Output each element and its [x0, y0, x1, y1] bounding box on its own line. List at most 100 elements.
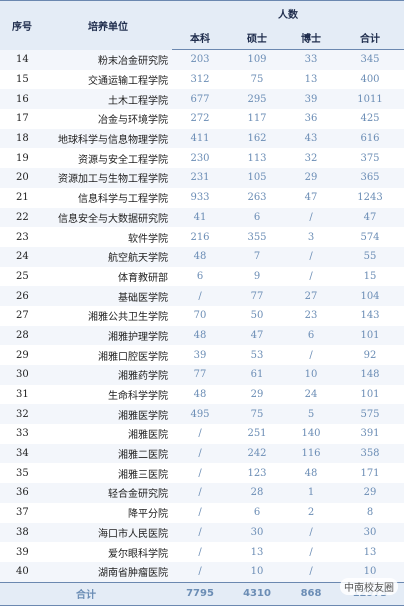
count-cell: /	[172, 286, 228, 306]
column-header: 合计	[336, 25, 404, 50]
table-row: 29 湘雅口腔医学院 39 53 / 92	[0, 345, 404, 365]
count-cell: 933	[190, 192, 210, 204]
unit-cell: 交通运输工程学院	[88, 76, 168, 88]
count-cell: 15	[363, 270, 377, 282]
count-cell: 33	[286, 49, 336, 70]
count-cell: 28	[228, 483, 286, 503]
count-cell: /	[172, 561, 228, 583]
count-cell: 39	[193, 349, 207, 361]
count-cell: 30	[228, 522, 286, 543]
count-cell: 13	[363, 546, 377, 558]
count-cell: /	[309, 546, 313, 558]
count-cell: 2	[307, 507, 315, 519]
index-cell: 25	[16, 270, 29, 282]
count-cell: 101	[336, 325, 404, 346]
unit-cell: 航空航天学院	[44, 246, 172, 267]
count-cell: 43	[286, 128, 336, 149]
unit-cell: 湘雅药学院	[44, 365, 172, 385]
index-cell: 32	[0, 404, 44, 425]
index-header: 序号	[0, 0, 44, 50]
unit-cell: 软件学院	[128, 233, 168, 245]
index-cell: 15	[16, 74, 29, 86]
count-cell: 10	[286, 365, 336, 385]
count-cell: 574	[360, 231, 380, 243]
unit-cell: 湘雅二医院	[44, 443, 172, 464]
unit-cell: 湘雅口腔医学院	[98, 351, 168, 363]
count-cell: /	[286, 561, 336, 583]
unit-header: 培养单位	[44, 0, 172, 50]
watermark: 中南校友圈	[340, 578, 398, 595]
count-cell: 10	[336, 561, 404, 583]
index-cell: 40	[0, 561, 44, 583]
unit-cell: 海口市人民医院	[44, 522, 172, 543]
count-cell: 36	[304, 113, 318, 125]
count-cell: 345	[336, 49, 404, 70]
count-cell: 1011	[336, 89, 404, 110]
count-cell: 48	[172, 246, 228, 267]
count-cell: 391	[360, 428, 380, 440]
table-row: 30 湘雅药学院 77 61 10 148	[0, 365, 404, 385]
count-cell: 24	[304, 389, 318, 401]
total-cell: 4310	[228, 581, 286, 606]
count-cell: 27	[286, 286, 336, 306]
count-cell: 13	[250, 546, 264, 558]
count-cell: 10	[228, 561, 286, 583]
count-cell: 123	[247, 467, 267, 479]
count-cell: 143	[360, 310, 380, 322]
table-row: 20 资源加工与生物工程学院 231 105 29 365	[0, 168, 404, 188]
count-cell: 5	[286, 404, 336, 425]
count-cell: 92	[363, 349, 377, 361]
count-cell: 77	[228, 286, 286, 306]
count-cell: /	[172, 522, 228, 543]
count-cell: 32	[304, 152, 318, 164]
index-cell: 29	[16, 349, 29, 361]
count-cell: /	[172, 443, 228, 464]
unit-cell: 湘雅医院	[128, 430, 168, 442]
count-cell: 272	[190, 113, 210, 125]
unit-cell: 粉末冶金研究院	[44, 49, 172, 70]
count-cell: 6	[196, 270, 204, 282]
count-cell: 575	[336, 404, 404, 425]
unit-cell: 地球科学与信息物理学院	[44, 128, 172, 149]
total-cell: 868	[286, 581, 336, 606]
column-header: 硕士	[228, 25, 286, 50]
count-cell: 47	[336, 207, 404, 228]
index-cell: 20	[0, 168, 44, 188]
count-cell: 47	[304, 192, 318, 204]
index-cell: 22	[0, 207, 44, 228]
table-row: 28 湘雅护理学院 48 47 6 101	[0, 325, 404, 346]
unit-cell: 湘雅三医院	[118, 469, 168, 481]
table-row: 23 软件学院 216 355 3 574	[0, 227, 404, 247]
table-row: 24 航空航天学院 48 7/55	[0, 246, 404, 267]
index-cell: 30	[0, 365, 44, 385]
index-cell: 33	[16, 428, 29, 440]
count-cell: 41	[172, 207, 228, 228]
count-cell: /	[198, 467, 202, 479]
unit-cell: 体育教研部	[118, 272, 168, 284]
count-header: 人数	[172, 0, 404, 25]
unit-cell: 资源加工与生物工程学院	[44, 168, 172, 188]
count-cell: 30	[336, 522, 404, 543]
count-cell: 358	[336, 443, 404, 464]
count-cell: 117	[247, 113, 267, 125]
count-cell: 75	[228, 404, 286, 425]
count-cell: 495	[172, 404, 228, 425]
count-cell: 295	[228, 89, 286, 110]
index-cell: 38	[0, 522, 44, 543]
unit-cell: 冶金与环境学院	[98, 115, 168, 127]
count-cell: 312	[190, 74, 210, 86]
count-cell: 105	[228, 168, 286, 188]
count-cell: 231	[172, 168, 228, 188]
count-cell: 8	[366, 507, 374, 519]
count-cell: 109	[228, 49, 286, 70]
table-row: 32 湘雅医学院 495 75 5 575	[0, 404, 404, 425]
table-row: 38 海口市人民医院/30/30	[0, 522, 404, 543]
count-cell: 29	[286, 168, 336, 188]
table-row: 25 体育教研部 6 9 / 15	[0, 267, 404, 287]
count-cell: 400	[360, 74, 380, 86]
count-cell: 216	[190, 231, 210, 243]
table-row: 15 交通运输工程学院 312 75 13 400	[0, 70, 404, 90]
table-row: 31 生命科学学院 48 29 24 101	[0, 385, 404, 405]
